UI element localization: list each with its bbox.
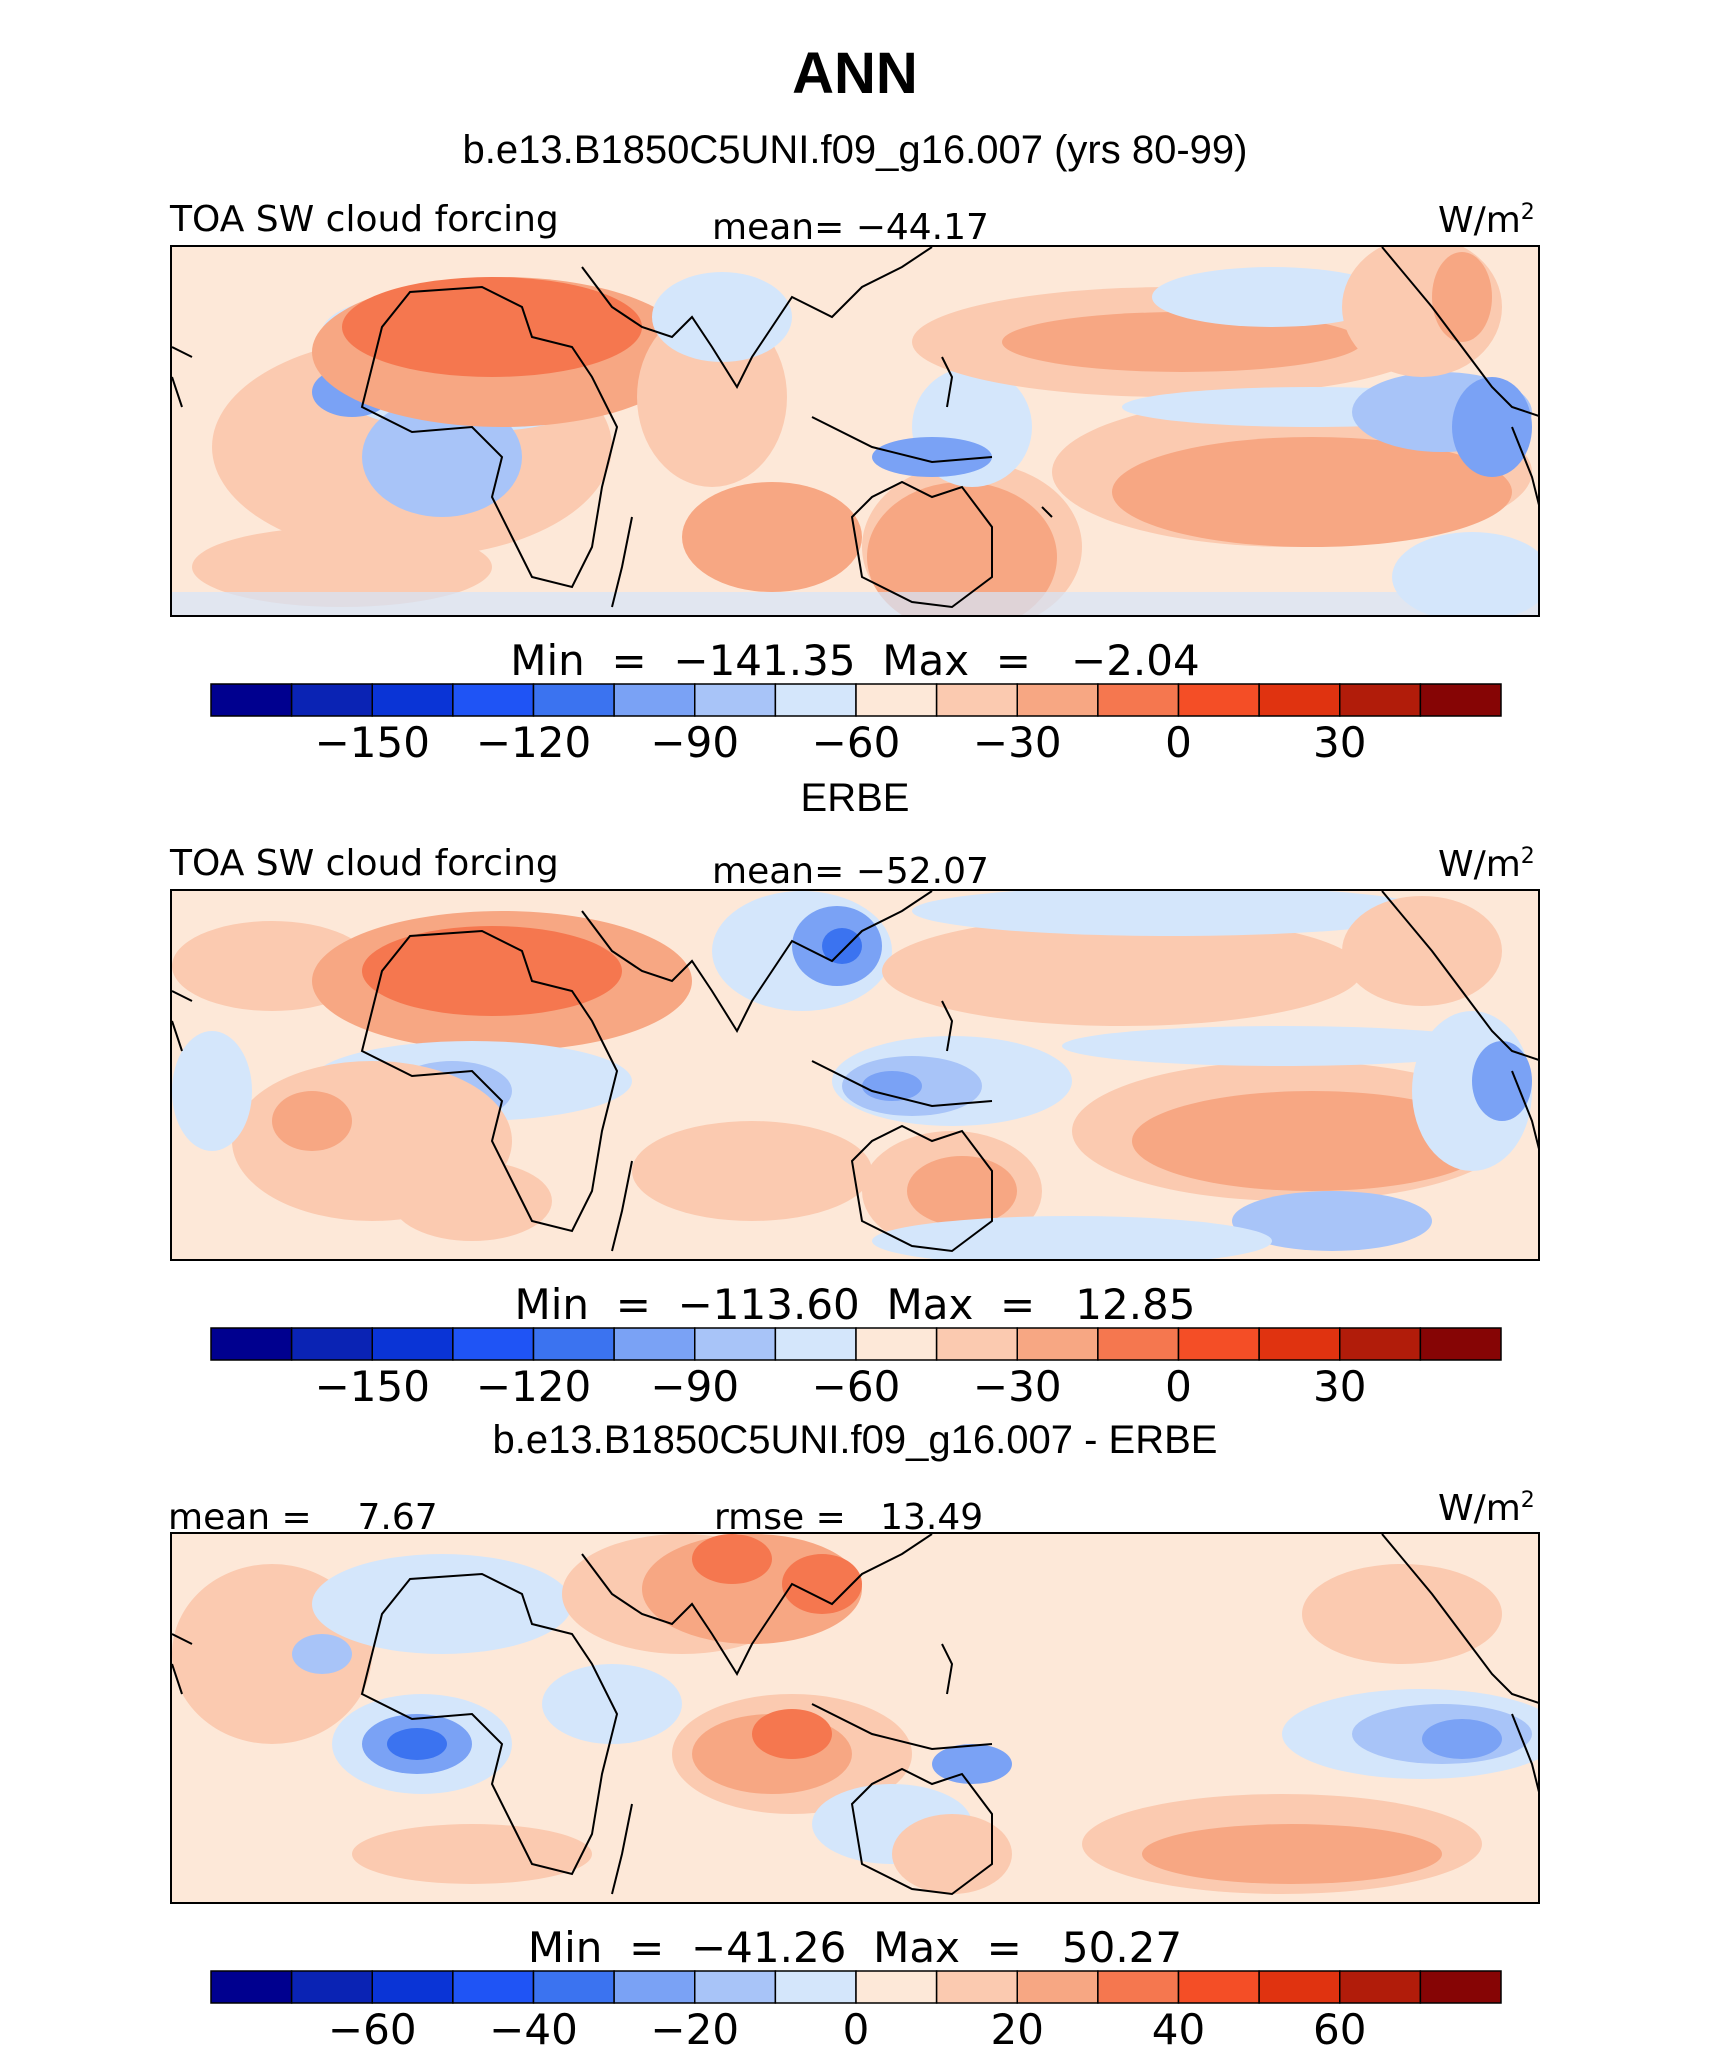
panel-3-units: W/m2 [1438,1488,1535,1529]
panel-2-map [170,889,1540,1261]
colorbar-box [694,1327,777,1361]
colorbar-box [452,1327,535,1361]
panel-3-colorbar [210,1970,1502,2009]
colorbar-box [613,1970,696,2004]
colorbar-box [855,683,938,717]
colorbar-tick-label: −120 [475,718,592,767]
colorbar-box [452,683,535,717]
colorbar-box [290,683,373,717]
colorbar-box [371,1327,454,1361]
colorbar-box [452,1970,535,2004]
colorbar-box [1419,1970,1502,2004]
colorbar-box [613,1327,696,1361]
colorbar-tick-label: 30 [1313,1362,1367,1411]
colorbar-box [774,1970,857,2004]
colorbar-box [935,1327,1018,1361]
colorbar-tick-label: −90 [650,718,740,767]
panel-3-mean-label: mean = 7.67 [168,1497,438,1538]
panel-2-left-label: TOA SW cloud forcing [170,843,559,884]
colorbar-tick-label: 0 [1165,1362,1192,1411]
colorbar-tick-label: −30 [972,1362,1062,1411]
colorbar-box [1097,1970,1180,2004]
colorbar-tick-label: 30 [1313,718,1367,767]
colorbar-box [1258,1970,1341,2004]
colorbar-box [1016,1970,1099,2004]
colorbar-tick-label: −40 [489,2005,578,2054]
colorbar-tick-label: −60 [327,2005,417,2054]
colorbar-box [1419,1327,1502,1361]
colorbar-box [1339,683,1422,717]
panel-1-heading: b.e13.B1850C5UNI.f09_g16.007 (yrs 80-99) [462,128,1248,172]
panel-2-heading: ERBE [800,776,910,820]
panel-2-colorbar [210,1327,1502,1366]
panel-1-units: W/m2 [1438,200,1535,241]
panel-2-units: W/m2 [1438,844,1535,885]
panel-2-minmax: Min = −113.60 Max = 12.85 [514,1280,1196,1329]
panel-1-colorbar [210,683,1502,722]
colorbar-box [935,1970,1018,2004]
panel-1-map [170,245,1540,617]
colorbar-box [1177,683,1260,717]
panel-1-minmax: Min = −141.35 Max = −2.04 [510,636,1200,685]
colorbar-box [774,1327,857,1361]
colorbar-tick-label: −150 [314,718,430,767]
colorbar-box [694,1970,777,2004]
colorbar-tick-label: 0 [1165,718,1192,767]
colorbar-tick-label: 0 [842,2005,870,2054]
colorbar-box [290,1327,373,1361]
colorbar-tick-label: −60 [811,1362,901,1411]
colorbar-box [1016,1327,1099,1361]
colorbar-tick-label: −90 [650,1362,740,1411]
colorbar-box [935,683,1018,717]
figure-title: ANN [792,41,918,106]
colorbar-box [210,683,293,717]
colorbar-tick-label: 60 [1313,2005,1367,2054]
colorbar-box [694,683,777,717]
colorbar-tick-label: −150 [314,1362,430,1411]
panel-2-colorbar-boxes [210,1327,1502,1361]
colorbar-box [1339,1327,1422,1361]
panel-3-map [170,1532,1540,1904]
colorbar-tick-label: −20 [650,2005,740,2054]
panel-3-rmse-label: rmse = 13.49 [714,1497,984,1538]
panel-1-colorbar-boxes [210,683,1502,717]
colorbar-box [532,1970,615,2004]
colorbar-tick-label: 40 [1151,2005,1206,2054]
colorbar-box [1016,683,1099,717]
colorbar-box [371,683,454,717]
panel-3-colorbar-boxes [210,1970,1502,2004]
colorbar-box [371,1970,454,2004]
colorbar-box [855,1327,938,1361]
colorbar-box [1177,1327,1260,1361]
colorbar-box [1258,1327,1341,1361]
colorbar-box [855,1970,938,2004]
colorbar-box [532,683,615,717]
colorbar-box [1419,683,1502,717]
colorbar-tick-label: −120 [475,1362,592,1411]
colorbar-box [774,683,857,717]
colorbar-tick-label: 20 [990,2005,1044,2054]
colorbar-box [532,1327,615,1361]
colorbar-box [1097,683,1180,717]
colorbar-box [210,1970,293,2004]
colorbar-tick-label: −30 [972,718,1062,767]
colorbar-tick-label: −60 [811,718,901,767]
colorbar-box [210,1327,293,1361]
panel-2-mean-label: mean= −52.07 [712,851,989,892]
panel-3-minmax: Min = −41.26 Max = 50.27 [527,1923,1183,1972]
colorbar-box [1339,1970,1422,2004]
panel-3-heading: b.e13.B1850C5UNI.f09_g16.007 - ERBE [492,1418,1218,1462]
colorbar-box [1097,1327,1180,1361]
colorbar-box [1177,1970,1260,2004]
colorbar-box [1258,683,1341,717]
panel-1-mean-label: mean= −44.17 [712,207,989,248]
colorbar-box [613,683,696,717]
panel-1-left-label: TOA SW cloud forcing [170,199,559,240]
colorbar-box [290,1970,373,2004]
